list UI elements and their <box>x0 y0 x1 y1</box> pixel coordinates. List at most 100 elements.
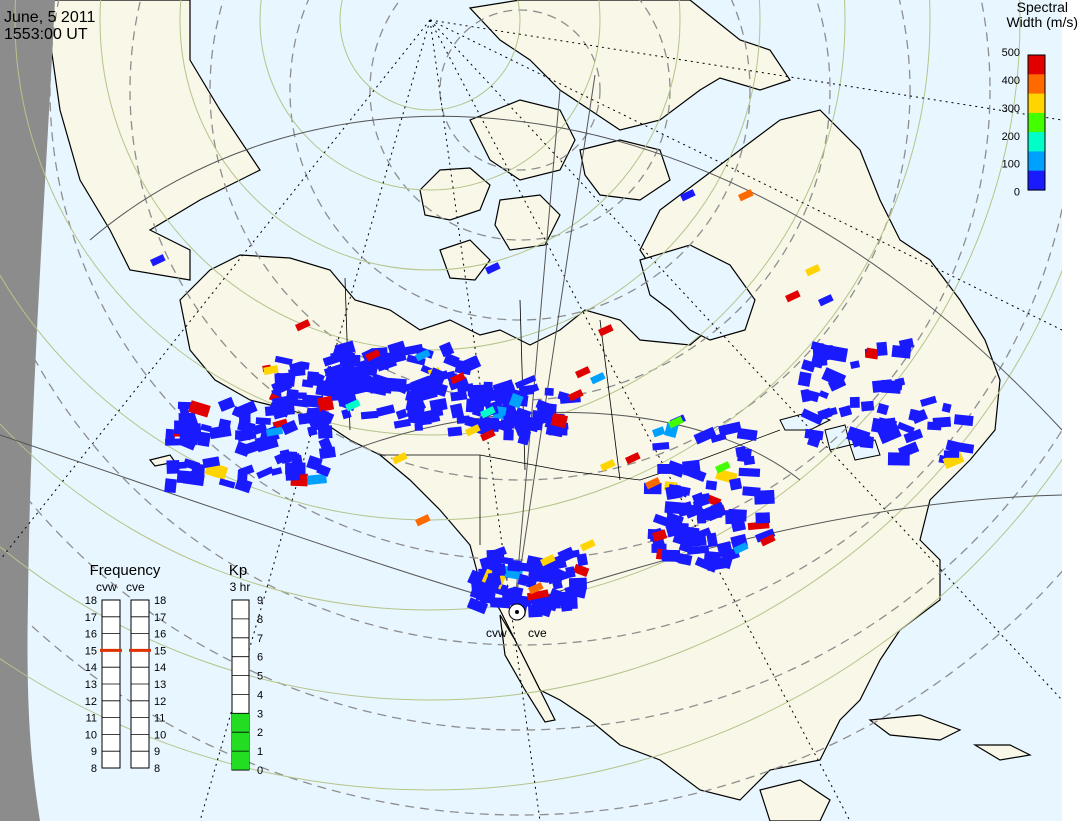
scatter-cell <box>456 415 470 424</box>
scatter-cell <box>178 403 190 416</box>
meridians <box>0 19 1062 821</box>
scatter-cell <box>538 407 557 419</box>
scatter-cell <box>200 423 212 433</box>
scatter-cell <box>244 402 255 413</box>
scatter-cell <box>738 467 761 477</box>
scatter-cell <box>392 452 408 465</box>
scatter-cell <box>317 409 335 425</box>
kp-subtitle: 3 hr <box>230 580 251 594</box>
scatter-cell <box>317 395 335 413</box>
scatter-cell <box>182 422 199 439</box>
scatter-cell <box>202 456 221 469</box>
scatter-cell <box>568 389 584 402</box>
scatter-cell <box>703 551 721 567</box>
scatter-cell <box>415 385 428 401</box>
scatter-cell <box>270 467 283 476</box>
kp-tick-label: 1 <box>257 746 263 758</box>
scatter-cell <box>865 347 879 360</box>
scatter-cell <box>718 421 742 437</box>
site-label-cvw: cvw <box>486 626 507 640</box>
scatter-cell <box>345 399 361 412</box>
scatter-cell <box>167 461 187 470</box>
land-masses <box>49 0 1032 821</box>
scatter-cell <box>272 404 285 416</box>
colorbar-title-line1: Spectral <box>1017 0 1068 15</box>
scatter-cell <box>693 426 717 445</box>
scatter-cell <box>265 426 284 437</box>
frequency-tick-right: 17 <box>154 612 166 624</box>
scatter-cell <box>443 352 460 368</box>
scatter-cell <box>743 455 756 466</box>
frequency-tick-left: 14 <box>85 662 97 674</box>
scatter-cell <box>598 324 614 337</box>
scatter-cell <box>600 459 616 472</box>
kp-tick-label: 2 <box>257 727 263 739</box>
scatter-cell <box>957 442 975 454</box>
scatter-cell <box>894 377 906 387</box>
scatter-cell <box>504 415 527 429</box>
scatter-cell <box>747 521 770 531</box>
scatter-cell <box>760 534 776 547</box>
colorbar-tick-label: 0 <box>1014 187 1020 199</box>
colorbar-segment <box>1028 151 1045 172</box>
spectral-width-colorbar: Spectral Width (m/s) 500 400 300 200 100 0 <box>1002 0 1078 199</box>
scatter-cell <box>285 473 301 481</box>
scatter-cell <box>829 345 849 363</box>
scatter-cell <box>393 418 411 429</box>
frequency-tick-left: 15 <box>85 645 97 657</box>
scatter-cell <box>673 484 690 498</box>
scatter-cell <box>706 532 718 548</box>
scatter-cell <box>323 363 343 376</box>
scatter-cell <box>666 460 686 478</box>
scatter-cell <box>450 390 468 402</box>
scatter-cell <box>365 349 381 362</box>
scatter-cell <box>234 430 251 441</box>
kp-tick-label: 8 <box>257 614 263 626</box>
scatter-cell <box>527 582 544 595</box>
scatter-cell <box>927 421 942 431</box>
scatter-cell <box>652 513 676 529</box>
geographic-grid <box>0 0 1062 791</box>
scatter-cell <box>263 365 279 376</box>
scatter-cell <box>797 371 812 387</box>
scatter-cell <box>686 545 710 555</box>
scatter-cell <box>317 425 333 439</box>
hudson-bay <box>639 244 756 341</box>
frequency-tick-left: 13 <box>85 679 97 691</box>
frequency-tick-right: 16 <box>154 629 166 641</box>
scatter-cell <box>859 435 874 449</box>
scatter-cell <box>335 347 349 358</box>
scatter-cell <box>755 512 771 524</box>
scatter-cell <box>800 388 811 403</box>
frequency-radar-cvw: cvw <box>96 580 117 594</box>
scatter-cell <box>849 360 861 369</box>
scatter-cell <box>503 588 520 602</box>
scatter-cell <box>395 408 408 420</box>
scatter-cell <box>484 576 501 590</box>
scatter-cell <box>209 424 232 440</box>
scatter-cell <box>665 505 677 515</box>
scatter-cell <box>526 589 550 601</box>
scatter-cell <box>367 362 379 377</box>
kp-panel: Kp 3 hr 9 8 7 6 5 4 3 2 1 0 <box>229 562 263 777</box>
scatter-cell <box>898 338 915 350</box>
scatter-cell <box>804 428 824 441</box>
scatter-cell <box>295 319 311 332</box>
scatter-cell <box>485 262 501 275</box>
frequency-radar-cve: cve <box>126 580 145 594</box>
scatter-cell <box>514 374 537 389</box>
scatter-cell <box>494 384 517 399</box>
scatter-cell <box>813 358 828 367</box>
scatter-cell <box>447 426 463 437</box>
scatter-cell <box>517 429 532 446</box>
scatter-cell <box>428 370 449 384</box>
colorbar-tick-label: 300 <box>1002 103 1020 115</box>
kp-tick-label: 3 <box>257 708 263 720</box>
scatter-cell <box>730 519 747 533</box>
colorbar-segment <box>1028 132 1045 152</box>
scatter-cell <box>301 379 314 388</box>
scatter-cell <box>406 354 426 366</box>
frequency-tick-left: 18 <box>85 595 97 607</box>
scatter-cell <box>525 576 536 586</box>
colorbar-tick-label: 400 <box>1002 75 1020 87</box>
